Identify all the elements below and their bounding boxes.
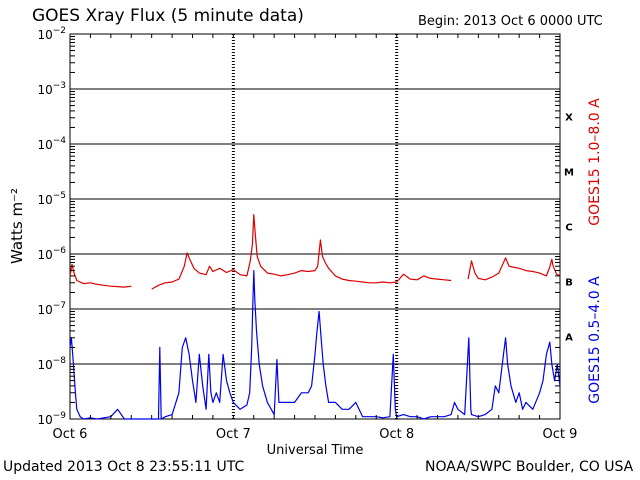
begin-timestamp: Begin: 2013 Oct 6 0000 UTC	[418, 14, 603, 29]
y-tick-label: 10−8	[37, 356, 66, 372]
flare-class-label: X	[565, 113, 573, 124]
series-short-channel-line	[69, 270, 561, 420]
x-tick-label: Oct 8	[379, 427, 414, 442]
x-tick-label: Oct 7	[216, 427, 251, 442]
x-tick-label: Oct 9	[543, 427, 578, 442]
plot-area	[69, 33, 561, 420]
axes: 10−9 10−8 10−7 10−6 10−5 10−4 10−3 10−2 Oct 6 Oct…	[37, 26, 577, 442]
y-tick-label: 10−9	[37, 411, 66, 427]
legend-short-channel: GOES15 0.5–4.0 A	[587, 276, 603, 404]
y-tick-label: 10−7	[37, 301, 66, 317]
y-tick-label: 10−5	[37, 191, 66, 207]
data-series	[69, 214, 561, 420]
y-tick-label: 10−2	[37, 26, 66, 42]
updated-timestamp: Updated 2013 Oct 8 23:55:11 UTC	[3, 459, 245, 475]
y-tick-label: 10−4	[37, 136, 66, 152]
series-long-channel-line	[69, 263, 132, 288]
flare-class-label: A	[565, 333, 573, 344]
data-source: NOAA/SWPC Boulder, CO USA	[425, 459, 634, 475]
x-axis-label: Universal Time	[267, 443, 364, 458]
chart-title: GOES Xray Flux (5 minute data)	[32, 6, 304, 26]
x-tick-label: Oct 6	[53, 427, 88, 442]
flare-class-label: C	[565, 223, 572, 234]
series-long-channel-line	[151, 214, 452, 290]
flare-class-label: B	[565, 278, 573, 289]
series-long-channel-line	[467, 257, 561, 281]
legend-long-channel: GOES15 1.0–8.0 A	[587, 98, 603, 226]
y-tick-label: 10−6	[37, 246, 66, 262]
xray-flux-chart: 10−9 10−8 10−7 10−6 10−5 10−4 10−3 10−2 Oct 6 Oct…	[8, 26, 603, 458]
grid-lines	[70, 34, 560, 419]
flare-class-label: M	[564, 168, 574, 179]
y-tick-label: 10−3	[37, 81, 66, 97]
y-axis-label: Watts m⁻²	[8, 188, 26, 264]
